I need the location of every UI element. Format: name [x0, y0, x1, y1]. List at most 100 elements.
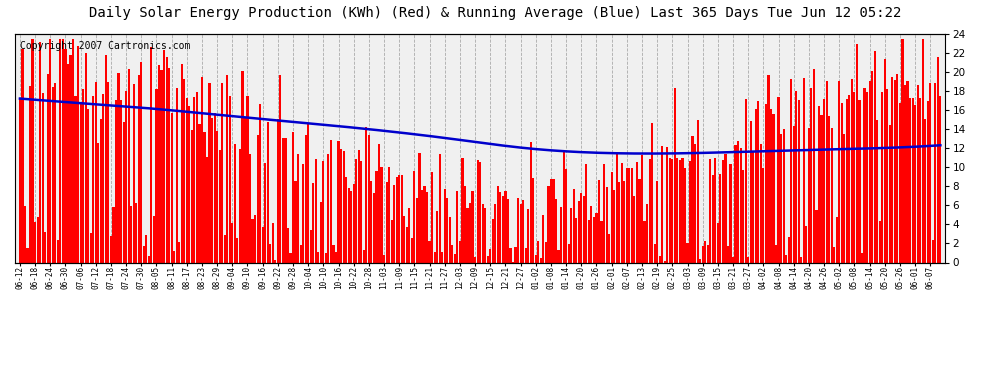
Bar — [206, 158, 208, 262]
Bar — [598, 180, 600, 262]
Bar — [136, 203, 138, 262]
Bar — [451, 245, 453, 262]
Bar — [406, 227, 408, 262]
Bar — [684, 168, 686, 262]
Bar — [517, 198, 519, 262]
Bar — [289, 254, 292, 262]
Bar — [434, 252, 436, 262]
Bar — [603, 164, 605, 262]
Bar — [520, 204, 522, 262]
Bar — [266, 122, 269, 262]
Bar — [740, 148, 742, 262]
Bar — [909, 98, 911, 262]
Bar — [362, 250, 365, 262]
Bar — [211, 118, 213, 262]
Bar — [560, 207, 562, 262]
Bar — [461, 158, 463, 262]
Bar — [370, 181, 372, 262]
Bar — [507, 199, 509, 262]
Bar — [697, 120, 699, 262]
Bar — [242, 71, 244, 262]
Bar — [901, 39, 904, 262]
Bar — [269, 243, 271, 262]
Bar — [663, 261, 666, 262]
Bar — [284, 138, 286, 262]
Bar — [469, 204, 471, 262]
Bar — [788, 237, 790, 262]
Bar — [735, 144, 737, 262]
Bar — [686, 243, 689, 262]
Bar — [886, 89, 888, 262]
Bar — [691, 136, 694, 262]
Bar — [414, 171, 416, 262]
Bar — [148, 256, 149, 262]
Bar — [123, 122, 125, 262]
Bar — [704, 242, 706, 262]
Bar — [224, 235, 226, 262]
Bar — [912, 98, 914, 262]
Bar — [69, 56, 71, 262]
Bar — [772, 114, 774, 262]
Bar — [330, 140, 332, 262]
Bar — [226, 75, 229, 262]
Bar — [722, 159, 724, 262]
Bar — [259, 104, 261, 262]
Bar — [935, 83, 937, 262]
Bar — [689, 161, 691, 262]
Bar — [780, 134, 782, 262]
Bar — [572, 189, 575, 262]
Bar — [152, 216, 155, 262]
Bar — [805, 226, 808, 262]
Bar — [876, 120, 878, 262]
Bar — [641, 155, 644, 262]
Bar — [626, 168, 628, 262]
Bar — [712, 175, 714, 262]
Bar — [540, 258, 542, 262]
Bar — [530, 142, 532, 262]
Bar — [535, 255, 537, 262]
Bar — [416, 198, 418, 262]
Bar — [442, 252, 444, 262]
Bar — [201, 77, 203, 262]
Bar — [565, 169, 567, 262]
Bar — [54, 82, 56, 262]
Bar — [383, 255, 385, 262]
Bar — [839, 81, 841, 262]
Bar — [853, 92, 855, 262]
Bar — [393, 185, 395, 262]
Bar — [759, 144, 762, 262]
Bar — [357, 150, 359, 262]
Bar — [110, 236, 112, 262]
Bar — [871, 71, 873, 262]
Bar — [45, 232, 47, 262]
Bar — [841, 103, 842, 262]
Bar — [203, 132, 206, 262]
Bar — [391, 220, 393, 262]
Bar — [47, 74, 49, 262]
Bar — [232, 223, 234, 262]
Bar — [737, 141, 740, 262]
Bar — [118, 73, 120, 262]
Bar — [752, 152, 754, 262]
Bar — [408, 208, 411, 262]
Bar — [821, 116, 823, 262]
Bar — [754, 109, 757, 262]
Bar — [770, 109, 772, 262]
Bar — [894, 80, 896, 262]
Bar — [186, 98, 188, 262]
Bar — [198, 124, 201, 262]
Bar — [448, 217, 450, 262]
Bar — [19, 99, 21, 262]
Bar — [907, 81, 909, 262]
Bar — [504, 191, 507, 262]
Bar — [868, 81, 870, 262]
Bar — [889, 125, 891, 262]
Bar — [702, 246, 704, 262]
Bar — [165, 57, 167, 262]
Bar — [29, 86, 31, 262]
Bar — [904, 85, 906, 262]
Bar — [499, 192, 502, 262]
Bar — [639, 179, 641, 262]
Bar — [818, 106, 820, 262]
Bar — [861, 254, 863, 262]
